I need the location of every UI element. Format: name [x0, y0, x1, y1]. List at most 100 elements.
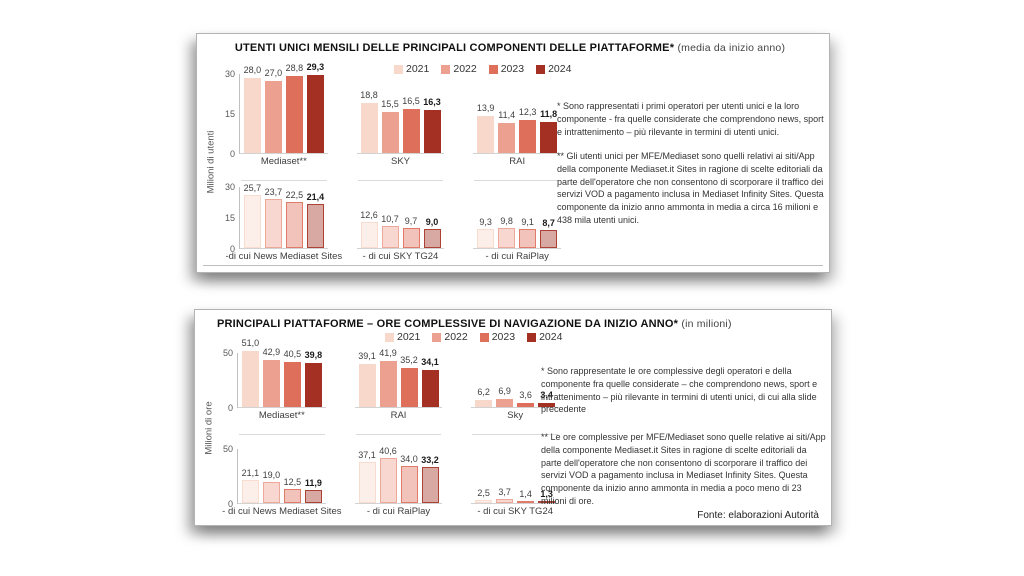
bar-group: 6,2 6,9 3,6 3,4 Sky: [471, 353, 560, 435]
y-axis-tick-label: 50: [222, 444, 233, 454]
y-axis-tick-label: 0: [227, 403, 233, 413]
panel2-title-sub: (in milioni): [681, 318, 732, 330]
category-label: -di cui News Mediaset Sites: [225, 251, 343, 262]
bar-group: 2,5 3,7 1,4 1,3 - di cui SKY TG24: [471, 449, 560, 517]
bar-value-label: 41,9: [379, 347, 397, 358]
bar-2024: 33,2: [421, 455, 439, 503]
bar-value-label: 22,5: [285, 189, 304, 200]
panel2-footnote-2: ** Le ore complessive per MFE/Mediaset s…: [541, 432, 826, 506]
bar-group: 13,9 11,4 12,3 11,8 RAI: [473, 74, 562, 181]
plot-area: 21,1 19,0 12,5 11,9 - di cui News Mediaset S…: [222, 446, 560, 517]
bar-2023: 12,3: [519, 107, 536, 153]
panel2-title: PRINCIPALI PIATTAFORME – ORE COMPLESSIVE…: [217, 318, 825, 330]
panel1-bottom-divider: [203, 264, 823, 266]
panel1-title: UTENTI UNICI MENSILI DELLE PRINCIPALI CO…: [197, 42, 823, 54]
bar-value-label: 40,6: [379, 446, 397, 457]
legend-swatch-icon: [488, 64, 498, 74]
y-axis-ticks: 50 0: [215, 348, 233, 413]
bar-2021: 2,5: [475, 488, 493, 503]
panel2-y-axis-label: Milioni di ore: [203, 401, 215, 455]
bar-value-label: 3,6: [519, 390, 532, 400]
bar-2022: 27,0: [265, 68, 282, 153]
bar-value-label: 16,5: [402, 96, 420, 106]
bar-group: 37,1 40,6 34,0 33,2 - di cui RaiPlay: [354, 446, 443, 517]
panel-ore-navigazione: PRINCIPALI PIATTAFORME – ORE COMPLESSIVE…: [194, 309, 832, 526]
bar-value-label: 28,0: [243, 65, 262, 76]
bar-2023: 9,1: [519, 217, 537, 248]
bar-2023: 28,8: [286, 63, 303, 153]
legend-item-2023: 2023: [488, 63, 525, 75]
row-divider: [355, 434, 442, 435]
legend-label: 2023: [500, 63, 525, 75]
bar-value-label: 19,0: [262, 470, 281, 481]
bar-value-label: 11,9: [304, 477, 322, 488]
bar-value-label: 34,0: [400, 453, 418, 464]
source-note: Fonte: elaborazioni Autorità: [697, 510, 819, 521]
bar-value-label: 2,5: [477, 488, 490, 499]
chart-row-di-cui: 30 15 0 25,7 23,7 22,5 21,4 -di cui News Medias…: [217, 182, 569, 262]
bar-group: 9,3 9,8 9,1 8,7 - di cui RaiPlay: [473, 187, 562, 262]
panel1-footnote-2: ** Gli utenti unici per MFE/Mediaset son…: [557, 151, 824, 225]
bar-2022: 11,4: [498, 110, 516, 153]
bar-2024: 29,3: [307, 62, 324, 153]
category-label: - di cui SKY TG24: [477, 506, 554, 517]
bar-value-label: 13,9: [476, 102, 495, 113]
chart-row-main: 50 0 51,0 42,9 40,5 39,8 Mediaset** 39,1 41,9 35,…: [215, 338, 567, 435]
bar-2021: 25,7: [244, 183, 261, 248]
bar-value-label: 11,8: [540, 108, 558, 119]
bar-value-label: 12,3: [518, 107, 537, 118]
legend-item-2022: 2022: [441, 63, 477, 75]
bar-value-label: 3,4: [540, 390, 553, 401]
y-axis-tick-label: 0: [229, 149, 235, 159]
legend-item-2021: 2021: [394, 63, 429, 75]
panel2-title-main: PRINCIPALI PIATTAFORME – ORE COMPLESSIVE…: [217, 318, 679, 330]
bar-value-label: 25,7: [243, 182, 262, 193]
plot-area: 51,0 42,9 40,5 39,8 Mediaset** 39,1 41,9 35,2 34…: [237, 338, 560, 435]
bar-group: 25,7 23,7 22,5 21,4 -di cui News Mediaset Si…: [225, 183, 342, 262]
bar-value-label: 11,4: [498, 109, 516, 120]
category-label: Sky: [507, 410, 524, 421]
legend-swatch-icon: [527, 332, 537, 342]
bar-2024: 39,8: [305, 350, 322, 407]
bar-value-label: 21,1: [241, 467, 260, 478]
legend-label: 2024: [539, 331, 563, 343]
bar-value-label: 23,7: [264, 187, 283, 197]
bar-2024: 9,0: [423, 217, 441, 248]
bar-2021: 9,3: [477, 217, 495, 248]
bar-2022: 42,9: [263, 347, 280, 407]
bar-2023: 1,4: [517, 489, 535, 503]
bar-2023: 9,7: [402, 216, 420, 248]
bar-2021: 39,1: [358, 351, 376, 407]
bar-value-label: 12,5: [283, 477, 302, 488]
legend-item-2023: 2023: [479, 331, 515, 343]
bar-2023: 16,5: [402, 96, 420, 153]
bar-value-label: 1,4: [519, 489, 532, 499]
category-label: - di cui RaiPlay: [366, 506, 431, 517]
bar-2023: 12,5: [284, 477, 301, 503]
y-axis-tick-label: 0: [229, 244, 235, 254]
bar-value-label: 9,7: [404, 216, 418, 226]
bar-2024: 1,3: [538, 489, 556, 503]
plot-area: 28,0 27,0 28,8 29,3 Mediaset** 18,8 15,5 16,5 16…: [239, 62, 562, 181]
category-label: Mediaset**: [260, 156, 307, 167]
bar-value-label: 34,1: [421, 356, 439, 367]
category-label: Mediaset**: [258, 410, 305, 421]
bar-group: 51,0 42,9 40,5 39,8 Mediaset**: [238, 338, 326, 435]
bar-value-label: 12,6: [360, 210, 378, 220]
panel-utenti-unici: UTENTI UNICI MENSILI DELLE PRINCIPALI CO…: [196, 33, 830, 273]
legend-item-2024: 2024: [527, 331, 562, 343]
legend-label: 2021: [406, 63, 430, 75]
bar-2022: 10,7: [381, 214, 399, 248]
chart-row-main: 30 15 0 28,0 27,0 28,8 29,3 Mediaset** 18,8 15,5 1…: [217, 62, 569, 181]
legend-years: 2021 2022 2023 2024: [394, 63, 571, 75]
bar-value-label: 35,2: [400, 355, 418, 366]
bar-value-label: 6,9: [498, 386, 511, 397]
bar-value-label: 16,3: [423, 96, 441, 107]
legend-swatch-icon: [394, 64, 403, 74]
panel1-footnote-1: * Sono rappresentati i primi operatori p…: [557, 101, 824, 137]
bar-2021: 6,2: [475, 387, 493, 407]
bar-value-label: 3,7: [498, 486, 511, 497]
legend-swatch-icon: [432, 332, 442, 342]
bar-group: 12,6 10,7 9,7 9,0 - di cui SKY TG24: [356, 187, 445, 262]
